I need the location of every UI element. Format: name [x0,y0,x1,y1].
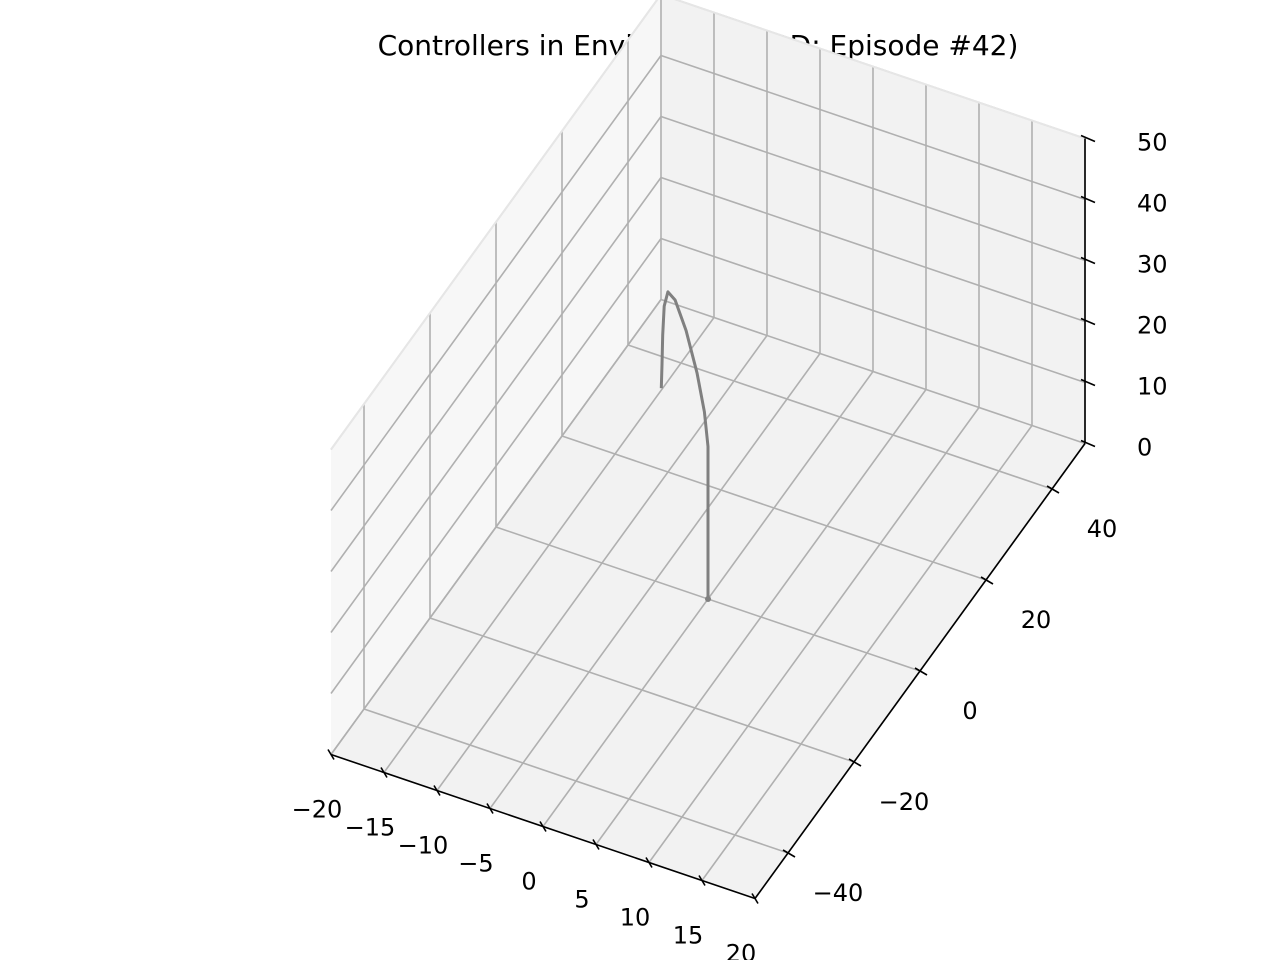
y-tick-label-3: 20 [1021,606,1052,634]
y-tick-3 [980,576,994,585]
x-tick-0 [327,749,335,760]
y-tick-4 [1046,485,1060,494]
grid-y-floor-4 [627,344,1053,490]
grid-y-floor-1 [429,617,855,763]
pane-edge-left-top [330,0,659,451]
grid-z-back-2 [660,176,1086,323]
x-tick-label-7: 15 [673,922,704,950]
z-tick-5 [1080,134,1096,143]
grid-z-back-4 [660,54,1086,201]
grid-z-left-4 [330,55,662,511]
grid-z-left-3 [330,116,662,572]
z-tick-1 [1080,378,1096,387]
y-tick-label-0: −40 [813,879,864,907]
x-tick-3 [486,803,494,814]
z-tick-3 [1080,256,1096,265]
grid-z-left-1 [330,238,662,694]
z-tick-label-1: 10 [1137,373,1168,401]
z-tick-label-2: 20 [1137,312,1168,340]
z-tick-0 [1080,439,1096,448]
y-tick-label-1: −20 [879,788,930,816]
grid-z-back-0 [660,298,1086,445]
x-tick-7 [698,875,706,886]
x-tick-6 [645,857,653,868]
grid-z-left-2 [330,177,662,633]
x-tick-label-1: −15 [345,814,396,842]
x-tick-label-2: −10 [398,832,449,860]
y-tick-0 [782,849,796,858]
z-tick-2 [1080,317,1096,326]
y-tick-label-4: 40 [1087,515,1118,543]
grid-z-back-3 [660,115,1086,262]
x-tick-label-8: 20 [726,940,757,960]
x-tick-label-0: −20 [292,796,343,824]
series-layer [659,290,711,602]
grid-y-floor-3 [561,435,987,581]
trajectory-line-0 [659,290,710,599]
trajectory-start-point-0 [705,596,711,602]
x-tick-8 [751,893,759,904]
x-tick-5 [592,839,600,850]
x-tick-2 [433,785,441,796]
tick-marks [327,134,1096,904]
grid-y-floor-0 [363,708,789,854]
z-tick-4 [1080,195,1096,204]
x-tick-1 [380,767,388,778]
grid-z-back-1 [660,237,1086,384]
x-tick-label-3: −5 [458,850,493,878]
grid-z-left-0 [330,299,662,755]
x-tick-label-5: 5 [574,886,589,914]
z-tick-label-0: 0 [1137,434,1152,462]
y-tick-2 [914,667,928,676]
y-tick-label-2: 0 [962,697,977,725]
tick-labels: −20−15−10−505101520−40−20020400102030405… [292,129,1168,960]
x-tick-label-6: 10 [620,904,651,932]
y-tick-1 [848,758,862,767]
pane-edge-back-top [674,0,1086,140]
x-tick-4 [539,821,547,832]
z-tick-label-4: 40 [1137,190,1168,218]
z-tick-label-5: 50 [1137,129,1168,157]
x-tick-label-4: 0 [521,868,536,896]
z-tick-label-3: 30 [1137,251,1168,279]
